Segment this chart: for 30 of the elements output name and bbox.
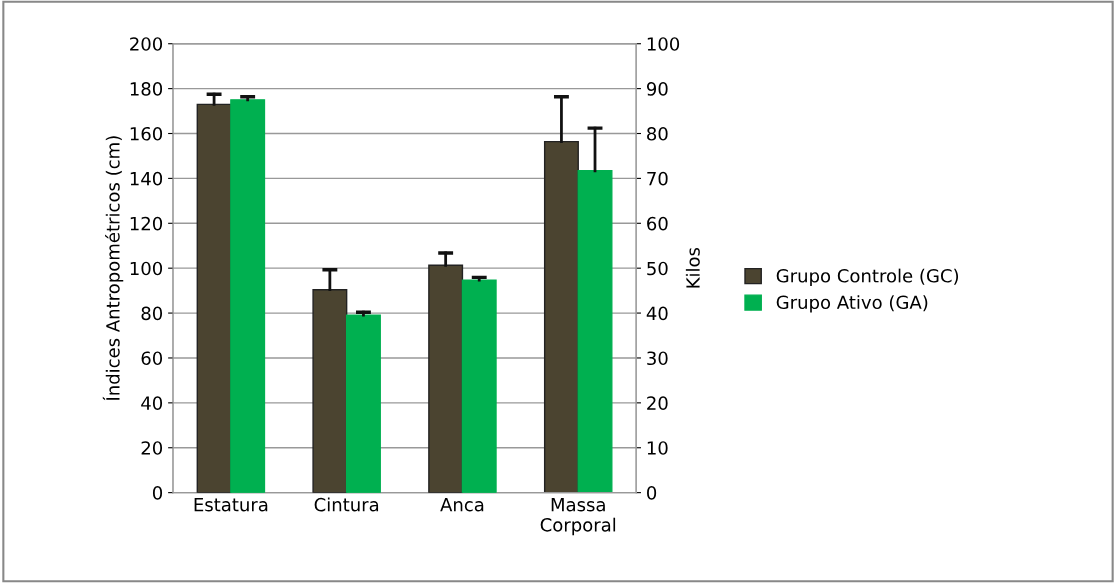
y-tick-label: 0 xyxy=(152,486,163,500)
y2-tick-label: 100 xyxy=(647,37,680,51)
y-tick-label: 180 xyxy=(130,82,163,96)
y2-tick-label: 30 xyxy=(647,351,668,366)
y-tick-label: 200 xyxy=(130,37,163,51)
x-tick-label: Estatura xyxy=(194,498,268,512)
y2-tick-label: 0 xyxy=(647,486,657,500)
y2-tick-label: 50 xyxy=(647,261,668,276)
y2-tick-label: 10 xyxy=(647,441,668,455)
y2-tick-label: 90 xyxy=(646,82,668,96)
y-tick-label: 40 xyxy=(141,396,163,410)
y-axis-title: Índices Antropométricos (cm) xyxy=(102,136,124,401)
y2-axis-title: Kilos xyxy=(685,247,700,288)
y2-tick-label: 80 xyxy=(647,126,668,141)
y2-tick-label: 20 xyxy=(647,396,668,410)
legend-label: Grupo Controle (GC) xyxy=(776,268,959,287)
x-tick-label: Anca xyxy=(440,498,484,512)
x-tick-label: Cintura xyxy=(314,497,379,512)
x-tick-label: Massa Corporal xyxy=(540,498,616,536)
y2-tick-label: 70 xyxy=(647,171,668,186)
y2-tick-label: 60 xyxy=(647,216,668,231)
y-tick-label: 20 xyxy=(141,441,163,455)
y-tick-label: 80 xyxy=(141,306,163,321)
y2-tick-label: 40 xyxy=(646,306,668,321)
y-tick-label: 120 xyxy=(130,216,163,231)
y-tick-label: 140 xyxy=(130,171,163,186)
legend-label: Grupo Ativo (GA) xyxy=(776,295,928,313)
y-tick-label: 160 xyxy=(130,126,163,141)
y-tick-label: 100 xyxy=(130,261,163,276)
y-tick-label: 60 xyxy=(141,351,163,366)
